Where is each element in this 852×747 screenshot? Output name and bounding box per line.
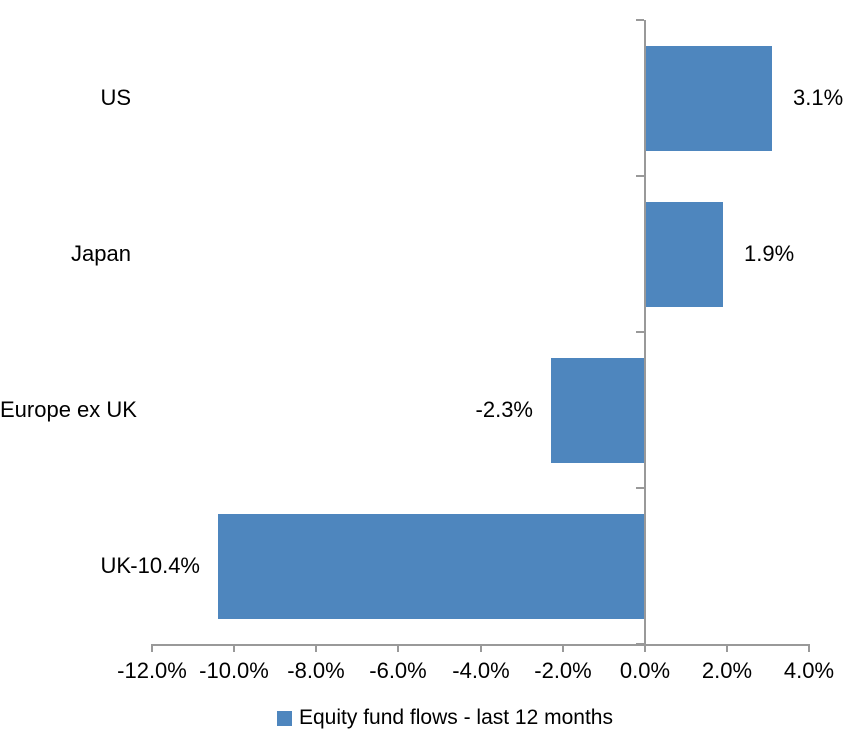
- bar: [645, 46, 772, 151]
- x-tick-label: 4.0%: [783, 658, 835, 683]
- zero-line: [644, 20, 646, 652]
- bar: [218, 514, 645, 619]
- x-tick: [562, 644, 564, 652]
- legend: Equity fund flows - last 12 months: [277, 705, 613, 731]
- x-tick: [233, 644, 235, 652]
- x-tick-label: 0.0%: [619, 658, 671, 683]
- x-tick: [480, 644, 482, 652]
- x-tick-label: -4.0%: [452, 658, 510, 683]
- category-tick: [636, 643, 644, 645]
- category-tick: [636, 175, 644, 177]
- bar: [551, 358, 645, 463]
- x-tick-label: -10.0%: [199, 658, 269, 683]
- bar-data-label: 3.1%: [793, 85, 844, 110]
- x-tick: [808, 644, 810, 652]
- bar-data-label: -2.3%: [475, 397, 533, 422]
- x-tick-label: -2.0%: [534, 658, 592, 683]
- category-label: Japan: [71, 241, 131, 266]
- category-tick: [636, 19, 644, 21]
- x-tick-label: 2.0%: [701, 658, 753, 683]
- x-tick: [151, 644, 153, 652]
- bar-data-label: -10.4%: [130, 553, 200, 578]
- category-tick: [636, 487, 644, 489]
- category-label: Europe ex UK: [0, 397, 137, 422]
- category-tick: [636, 331, 644, 333]
- bar: [645, 202, 723, 307]
- x-tick: [397, 644, 399, 652]
- x-tick-label: -6.0%: [369, 658, 427, 683]
- legend-marker-icon: [277, 710, 292, 726]
- category-label: US: [100, 85, 131, 110]
- x-tick-label: -8.0%: [287, 658, 345, 683]
- legend-label: Equity fund flows - last 12 months: [299, 706, 613, 729]
- bar-data-label: 1.9%: [744, 241, 795, 266]
- x-tick-label: -12.0%: [117, 658, 187, 683]
- category-label: UK: [100, 553, 131, 578]
- x-tick: [315, 644, 317, 652]
- x-tick: [726, 644, 728, 652]
